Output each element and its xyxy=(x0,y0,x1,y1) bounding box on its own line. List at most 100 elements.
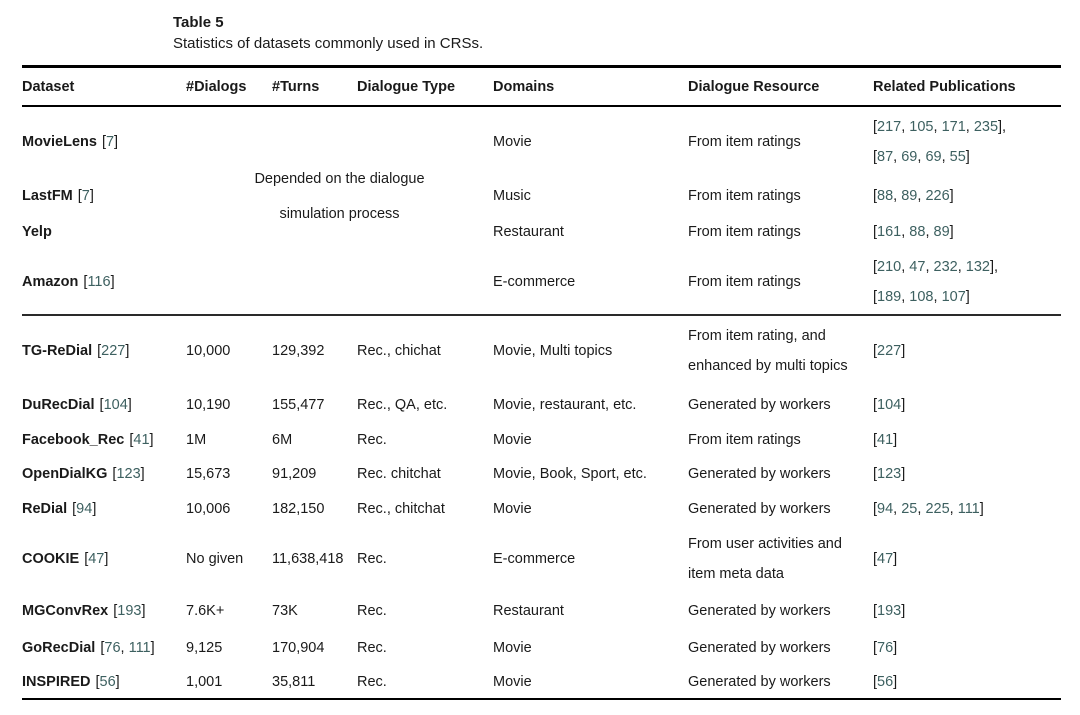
citation-link[interactable]: 217 xyxy=(877,119,902,135)
citation-link[interactable]: 41 xyxy=(877,432,894,448)
citation-link[interactable]: 193 xyxy=(117,603,142,619)
citation-link[interactable]: 76 xyxy=(104,639,121,656)
citation-link[interactable]: 171 xyxy=(941,119,966,135)
cell-resource: From item ratings xyxy=(688,134,801,150)
citation-link[interactable]: 123 xyxy=(877,466,902,482)
citation-link[interactable]: 76 xyxy=(877,639,894,656)
citation-link[interactable]: 107 xyxy=(941,288,966,305)
citations: [193] xyxy=(113,603,145,619)
citation-link[interactable]: 47 xyxy=(909,258,926,275)
cell-publications: [104] xyxy=(873,386,1061,423)
citation-link[interactable]: 89 xyxy=(933,224,950,240)
citation-link[interactable]: 94 xyxy=(877,500,894,517)
dataset-name: INSPIRED xyxy=(22,673,91,690)
citation-link[interactable]: 56 xyxy=(99,673,116,690)
cell-dialogs: 10,000 xyxy=(186,314,272,386)
cell-turns: 170,904 xyxy=(272,639,325,656)
citation-group: [41] xyxy=(129,432,154,448)
citation-link[interactable]: 105 xyxy=(909,119,934,135)
citation-link[interactable]: 225 xyxy=(925,500,950,517)
citation-link[interactable]: 227 xyxy=(101,343,126,359)
citation-link[interactable]: 161 xyxy=(877,224,902,240)
cell-dataset: MGConvRex [193] xyxy=(22,592,186,630)
citation-link[interactable]: 116 xyxy=(87,273,111,290)
citation-group: [123] xyxy=(873,466,906,482)
citations: [104] xyxy=(100,397,132,413)
citations: [56] xyxy=(96,674,120,690)
citation-link[interactable]: 235 xyxy=(973,119,999,135)
resource-line1: From user activities and xyxy=(688,536,842,552)
resource-line1: From item rating, and xyxy=(688,328,826,344)
citation-link[interactable]: 25 xyxy=(901,500,918,517)
cell-resource: Generated by workers xyxy=(688,466,831,482)
table-row-inspired: INSPIRED [56] 1,001 35,811 Rec. Movie Gen… xyxy=(22,665,1061,699)
cell-turns: 35,811 xyxy=(272,673,316,690)
cell-resource: Generated by workers xyxy=(688,673,831,690)
citation-link[interactable]: 189 xyxy=(877,288,902,305)
column-header-dialogue-type: Dialogue Type xyxy=(357,66,493,107)
cell-turns: 11,638,418 xyxy=(272,551,344,567)
citation-link[interactable]: 87 xyxy=(877,149,894,165)
cell-domains: Restaurant xyxy=(493,224,564,240)
citation-link[interactable]: 55 xyxy=(949,149,966,165)
cell-publications: [41] xyxy=(873,423,1061,457)
cell-domains: Movie xyxy=(493,673,532,690)
table-row-movielens: MovieLens [7] Depended on the dialogue si… xyxy=(22,106,1061,222)
citation-group: [189, 108, 107] xyxy=(873,288,970,305)
citation-link[interactable]: 88 xyxy=(909,224,926,240)
citation-link[interactable]: 232 xyxy=(933,258,958,275)
citation-link[interactable]: 88 xyxy=(877,188,894,204)
citation-link[interactable]: 69 xyxy=(901,149,918,165)
citation-link[interactable]: 69 xyxy=(925,149,942,165)
citation-link[interactable]: 47 xyxy=(877,551,894,567)
cell-publications: [94, 25, 225, 111] xyxy=(873,491,1061,526)
citation-group: [94] xyxy=(72,500,97,517)
citation-link[interactable]: 111 xyxy=(128,639,151,656)
citation-link[interactable]: 7 xyxy=(105,134,115,150)
citations: [7] xyxy=(102,134,118,150)
citation-link[interactable]: 104 xyxy=(103,396,128,413)
citation-group: [47] xyxy=(84,551,109,567)
citation-link[interactable]: 56 xyxy=(877,673,894,690)
cell-publications: [123] xyxy=(873,457,1061,491)
citation-link[interactable]: 89 xyxy=(901,188,918,204)
cell-dataset: MovieLens [7] xyxy=(22,106,186,177)
table-row-gorecdial: GoRecDial [76, 111] 9,125 170,904 Rec. Mo… xyxy=(22,630,1061,665)
citations: [47] xyxy=(84,551,108,567)
paper-table-page: Table 5 Statistics of datasets commonly … xyxy=(22,14,1061,700)
cell-publications: [227] xyxy=(873,314,1061,386)
citation-link[interactable]: 210 xyxy=(877,258,902,275)
citation-link[interactable]: 132 xyxy=(965,258,990,275)
cell-dialogue-type: Rec., QA, etc. xyxy=(357,396,448,413)
cell-dataset: Facebook_Rec [41] xyxy=(22,423,186,457)
cell-domains: Restaurant xyxy=(493,603,564,619)
citation-group: [88, 89, 226] xyxy=(873,188,954,204)
citation-group: [227] xyxy=(97,343,130,359)
citation-link[interactable]: 226 xyxy=(925,188,950,204)
resource-line2: item meta data xyxy=(688,566,784,582)
cell-resource: From item ratings xyxy=(688,273,801,290)
citation-group: [123] xyxy=(112,466,145,482)
cell-resource: Generated by workers xyxy=(688,396,831,413)
citations: [94] xyxy=(72,501,96,517)
citation-link[interactable]: 94 xyxy=(76,500,93,517)
citation-link[interactable]: 47 xyxy=(88,551,105,567)
cell-dialogue-type: Rec. xyxy=(357,673,387,690)
citation-link[interactable]: 108 xyxy=(909,288,934,305)
table-row-opendialkg: OpenDialKG [123] 15,673 91,209 Rec. chitc… xyxy=(22,457,1061,491)
cell-turns: 129,392 xyxy=(272,314,357,386)
citation-link[interactable]: 7 xyxy=(81,188,90,204)
citation-link[interactable]: 123 xyxy=(116,466,141,482)
citation-link[interactable]: 193 xyxy=(877,603,902,619)
citation-link[interactable]: 41 xyxy=(133,432,150,448)
citation-link[interactable]: 104 xyxy=(877,396,902,413)
dataset-name: Yelp xyxy=(22,224,52,240)
cell-dialogs: 1M xyxy=(186,432,207,448)
cell-dataset: INSPIRED [56] xyxy=(22,665,186,699)
citation-link[interactable]: 227 xyxy=(877,343,902,359)
cell-resource: From item rating, and enhanced by multi … xyxy=(688,314,873,386)
simulation-note-line1: Depended on the dialogue xyxy=(254,170,425,187)
cell-dataset: LastFM [7] xyxy=(22,177,186,215)
cell-turns: 6M xyxy=(272,432,293,448)
citation-link[interactable]: 111 xyxy=(957,500,980,517)
